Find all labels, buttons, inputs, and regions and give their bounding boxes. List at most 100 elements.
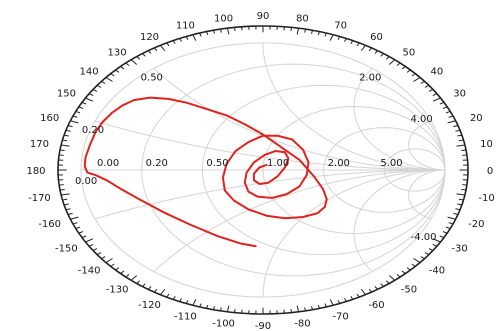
resistance-circle bbox=[201, 84, 446, 256]
angle-tick bbox=[185, 36, 189, 40]
angle-tick-label: -10 bbox=[478, 193, 494, 204]
angle-tick bbox=[153, 288, 158, 293]
angle-tick bbox=[442, 231, 448, 234]
angle-tick bbox=[396, 62, 401, 66]
angle-tick bbox=[385, 56, 390, 60]
angle-tick bbox=[310, 306, 314, 310]
angle-tick bbox=[88, 93, 94, 97]
angle-tick bbox=[130, 275, 138, 281]
angle-tick bbox=[147, 286, 152, 290]
angle-tick bbox=[136, 280, 141, 284]
angle-tick bbox=[153, 47, 158, 52]
angle-tick bbox=[448, 115, 454, 118]
angle-tick bbox=[92, 248, 98, 251]
reactance-label: 0.20 bbox=[82, 125, 104, 136]
reactance-label: 0.50 bbox=[141, 72, 163, 83]
angle-tick-label: 60 bbox=[370, 32, 383, 43]
angle-tick bbox=[199, 32, 202, 37]
angle-tick bbox=[428, 248, 434, 251]
angle-tick bbox=[70, 216, 79, 220]
angle-tick bbox=[324, 32, 327, 37]
series-layer bbox=[83, 96, 328, 248]
angle-tick bbox=[350, 296, 354, 300]
resistance-label: 5.00 bbox=[380, 158, 402, 169]
angle-tick bbox=[105, 77, 113, 82]
angle-tick-label: 120 bbox=[140, 32, 159, 43]
angle-tick bbox=[147, 50, 152, 54]
angle-tick bbox=[142, 53, 146, 57]
angle-tick bbox=[233, 27, 236, 31]
angle-tick-label: 0 bbox=[487, 166, 493, 177]
angle-tick bbox=[380, 283, 384, 287]
angle-tick bbox=[160, 44, 166, 52]
angle-tick-label: 30 bbox=[453, 89, 466, 100]
resistance-label: 0.50 bbox=[206, 158, 228, 169]
angle-tick bbox=[411, 263, 416, 267]
angle-tick bbox=[85, 238, 94, 243]
angle-tick bbox=[62, 198, 68, 201]
angle-tick bbox=[411, 73, 416, 77]
angle-tick-label: -110 bbox=[174, 312, 197, 323]
angle-tick bbox=[81, 101, 87, 105]
angle-tick-label: -20 bbox=[468, 219, 484, 230]
resistance-circle bbox=[141, 63, 446, 277]
angle-tick bbox=[337, 300, 341, 304]
angle-tick-label: -130 bbox=[106, 285, 129, 296]
angle-tick bbox=[212, 306, 216, 310]
angle-tick bbox=[130, 59, 138, 65]
angle-tick bbox=[120, 270, 125, 274]
resistance-label: 2.00 bbox=[328, 158, 350, 169]
angle-tick-label: -80 bbox=[294, 319, 310, 330]
angle-tick bbox=[385, 280, 390, 284]
angle-tick-label: -60 bbox=[368, 300, 384, 311]
angle-tick bbox=[101, 256, 106, 260]
angle-tick-label: 160 bbox=[40, 113, 59, 124]
angle-tick bbox=[136, 56, 141, 60]
angle-tick bbox=[432, 93, 438, 97]
angle-tick bbox=[401, 270, 406, 274]
angle-tick bbox=[172, 40, 176, 44]
angle-tick bbox=[432, 243, 438, 247]
angle-tick bbox=[115, 69, 120, 73]
reactance-label: 0.00 bbox=[75, 176, 97, 187]
angle-tick-label: -40 bbox=[429, 266, 445, 277]
angle-tick bbox=[65, 208, 71, 211]
angle-tick bbox=[360, 44, 366, 52]
angle-tick-label: 130 bbox=[108, 47, 127, 58]
angle-tick-label: -140 bbox=[78, 266, 101, 277]
angle-tick-label: 180 bbox=[26, 166, 45, 177]
angle-tick bbox=[72, 115, 78, 118]
angle-tick bbox=[329, 34, 334, 41]
angle-tick bbox=[219, 29, 222, 33]
angle-tick bbox=[110, 263, 115, 267]
angle-tick bbox=[206, 304, 209, 309]
angle-tick bbox=[448, 222, 454, 225]
smith-grid bbox=[80, 42, 446, 298]
angle-tick bbox=[457, 203, 463, 206]
angle-tick bbox=[290, 309, 293, 313]
angle-tick bbox=[329, 299, 334, 306]
angle-tick bbox=[356, 293, 360, 298]
angle-tick-label: 70 bbox=[334, 20, 347, 31]
angle-tick-label: -70 bbox=[332, 312, 348, 323]
angle-tick bbox=[142, 283, 146, 287]
angle-tick bbox=[166, 293, 170, 298]
angle-tick bbox=[65, 129, 71, 132]
angle-tick bbox=[226, 28, 230, 35]
angle-tick bbox=[456, 193, 465, 196]
angle-tick-label: -50 bbox=[401, 285, 417, 296]
angle-tick bbox=[296, 28, 300, 35]
angle-tick-label: -90 bbox=[255, 321, 271, 331]
angle-tick-label: 150 bbox=[57, 89, 76, 100]
angle-tick bbox=[304, 307, 307, 311]
angle-tick bbox=[101, 80, 106, 84]
angle-tick bbox=[453, 212, 459, 215]
angle-tick-label: 100 bbox=[214, 13, 233, 24]
angle-tick bbox=[96, 252, 102, 256]
angle-tick bbox=[424, 252, 430, 256]
angle-tick bbox=[78, 231, 84, 234]
angle-tick-label: 90 bbox=[257, 11, 270, 22]
reactance-label: 2.00 bbox=[359, 72, 381, 83]
angle-tick bbox=[445, 226, 451, 230]
